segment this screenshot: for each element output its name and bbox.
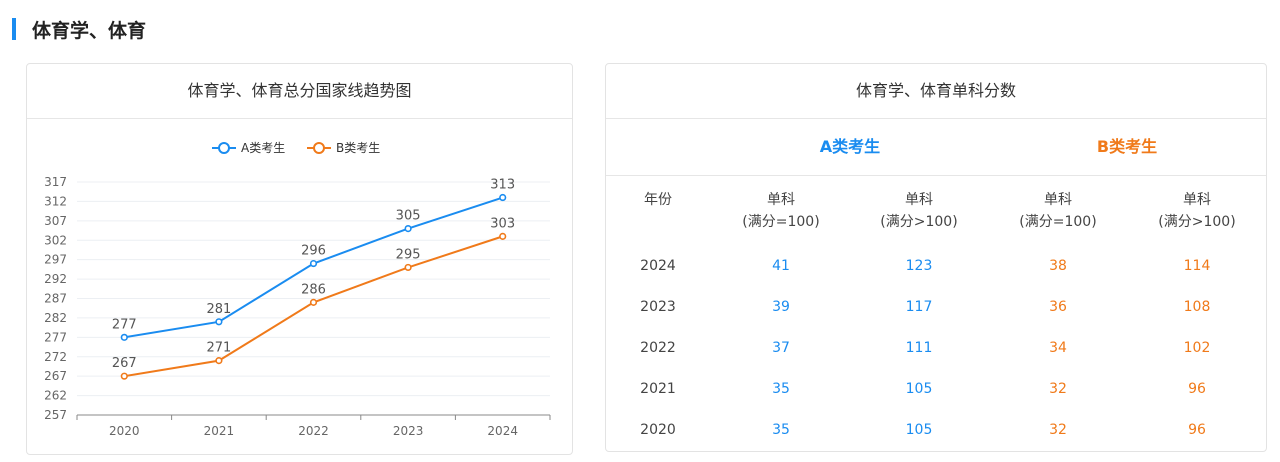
single-subject-panel: 体育学、体育单科分数 A类考生 B类考生 年份 单科 (满分=100) 单科 (满分>1… [605,63,1267,452]
score-cell: 36 [1049,299,1067,315]
y-tick-label: 297 [44,253,67,267]
column-header: 单科 (满分=100) [711,189,851,233]
data-point [309,298,318,306]
x-tick-label: 2024 [487,424,518,438]
data-label: 295 [396,247,421,262]
divider [606,175,1266,176]
score-cell: 39 [772,299,790,315]
row-year: 2023 [640,299,676,315]
score-cell: 123 [905,258,933,274]
score-cell: 114 [1183,258,1211,274]
score-cell: 41 [772,258,790,274]
y-tick-label: 267 [44,369,67,383]
score-cell: 102 [1183,340,1211,356]
title-accent-bar [12,18,16,40]
score-cell: 34 [1049,340,1067,356]
score-cell: 37 [772,340,790,356]
score-cell: 96 [1188,422,1206,438]
score-cell: 111 [905,340,933,356]
y-tick-label: 302 [44,233,67,247]
series-line [124,196,504,339]
header-line2: (满分=100) [742,214,820,230]
score-cell: 117 [905,299,933,315]
data-label: 281 [206,302,231,317]
y-tick-label: 262 [44,389,67,403]
score-cell: 35 [772,422,790,438]
score-cell: 108 [1183,299,1211,315]
row-year: 2024 [640,258,676,274]
header-line2: (满分>100) [880,214,958,230]
column-header: 单科 (满分>100) [1127,189,1267,233]
header-line1: 单科 [905,192,933,208]
data-point [120,372,128,380]
y-tick-label: 292 [44,272,67,286]
data-point [120,333,128,341]
y-tick-label: 312 [44,194,67,208]
legend-marker-icon [218,142,230,154]
row-year: 2020 [640,422,676,438]
data-point [404,224,412,233]
data-label: 296 [301,244,326,259]
data-point [215,318,223,326]
legend-marker-icon [313,142,325,154]
data-point [215,357,223,365]
data-point [499,193,507,202]
data-point [404,263,412,272]
page-title: 体育学、体育 [32,20,147,42]
group-a-label: A类考生 [819,137,881,156]
x-tick-label: 2020 [109,424,140,438]
y-tick-label: 307 [44,214,67,228]
header-line1: 单科 [1183,192,1211,208]
data-label: 271 [206,341,231,356]
column-header: 单科 (满分>100) [849,189,989,233]
x-tick-label: 2023 [393,424,424,438]
header-line2: (满分=100) [1019,214,1097,230]
header-line1: 单科 [1044,192,1072,208]
x-tick-label: 2021 [204,424,235,438]
y-tick-label: 287 [44,292,67,306]
trend-chart-panel: 体育学、体育总分国家线趋势图 257 262 267 272 277 282 287 292 2… [26,63,573,455]
chart-title: 体育学、体育总分国家线趋势图 [27,64,572,119]
data-label: 305 [396,209,421,224]
header-line2: (满分>100) [1158,214,1236,230]
table-title: 体育学、体育单科分数 [606,64,1266,119]
column-header: 年份 [588,189,728,211]
legend-label: A类考生 [241,141,285,155]
legend-label: B类考生 [336,141,380,155]
line-chart: 257 262 267 272 277 282 287 292 297 302 307 312 317 2… [44,141,551,438]
score-cell: 32 [1049,422,1067,438]
y-tick-label: 272 [44,350,67,364]
score-cell: 105 [905,422,933,438]
data-label: 277 [112,317,137,332]
data-point [309,259,318,268]
y-tick-label: 277 [44,330,67,344]
row-year: 2022 [640,340,676,356]
y-tick-label: 257 [44,408,67,422]
data-point [499,232,507,240]
column-header: 单科 (满分=100) [988,189,1128,233]
row-year: 2021 [640,381,676,397]
score-cell: 96 [1188,381,1206,397]
x-tick-label: 2022 [298,424,329,438]
data-label: 286 [301,282,326,297]
data-label: 313 [490,178,515,193]
score-cell: 32 [1049,381,1067,397]
header-line1: 单科 [767,192,795,208]
y-tick-label: 317 [44,175,67,189]
y-tick-label: 282 [44,311,67,325]
score-cell: 105 [905,381,933,397]
score-cell: 38 [1049,258,1067,274]
score-cell: 35 [772,381,790,397]
group-b-label: B类考生 [1096,137,1158,156]
data-label: 267 [112,356,137,371]
data-label: 303 [490,216,515,231]
header-line1: 年份 [644,192,672,208]
